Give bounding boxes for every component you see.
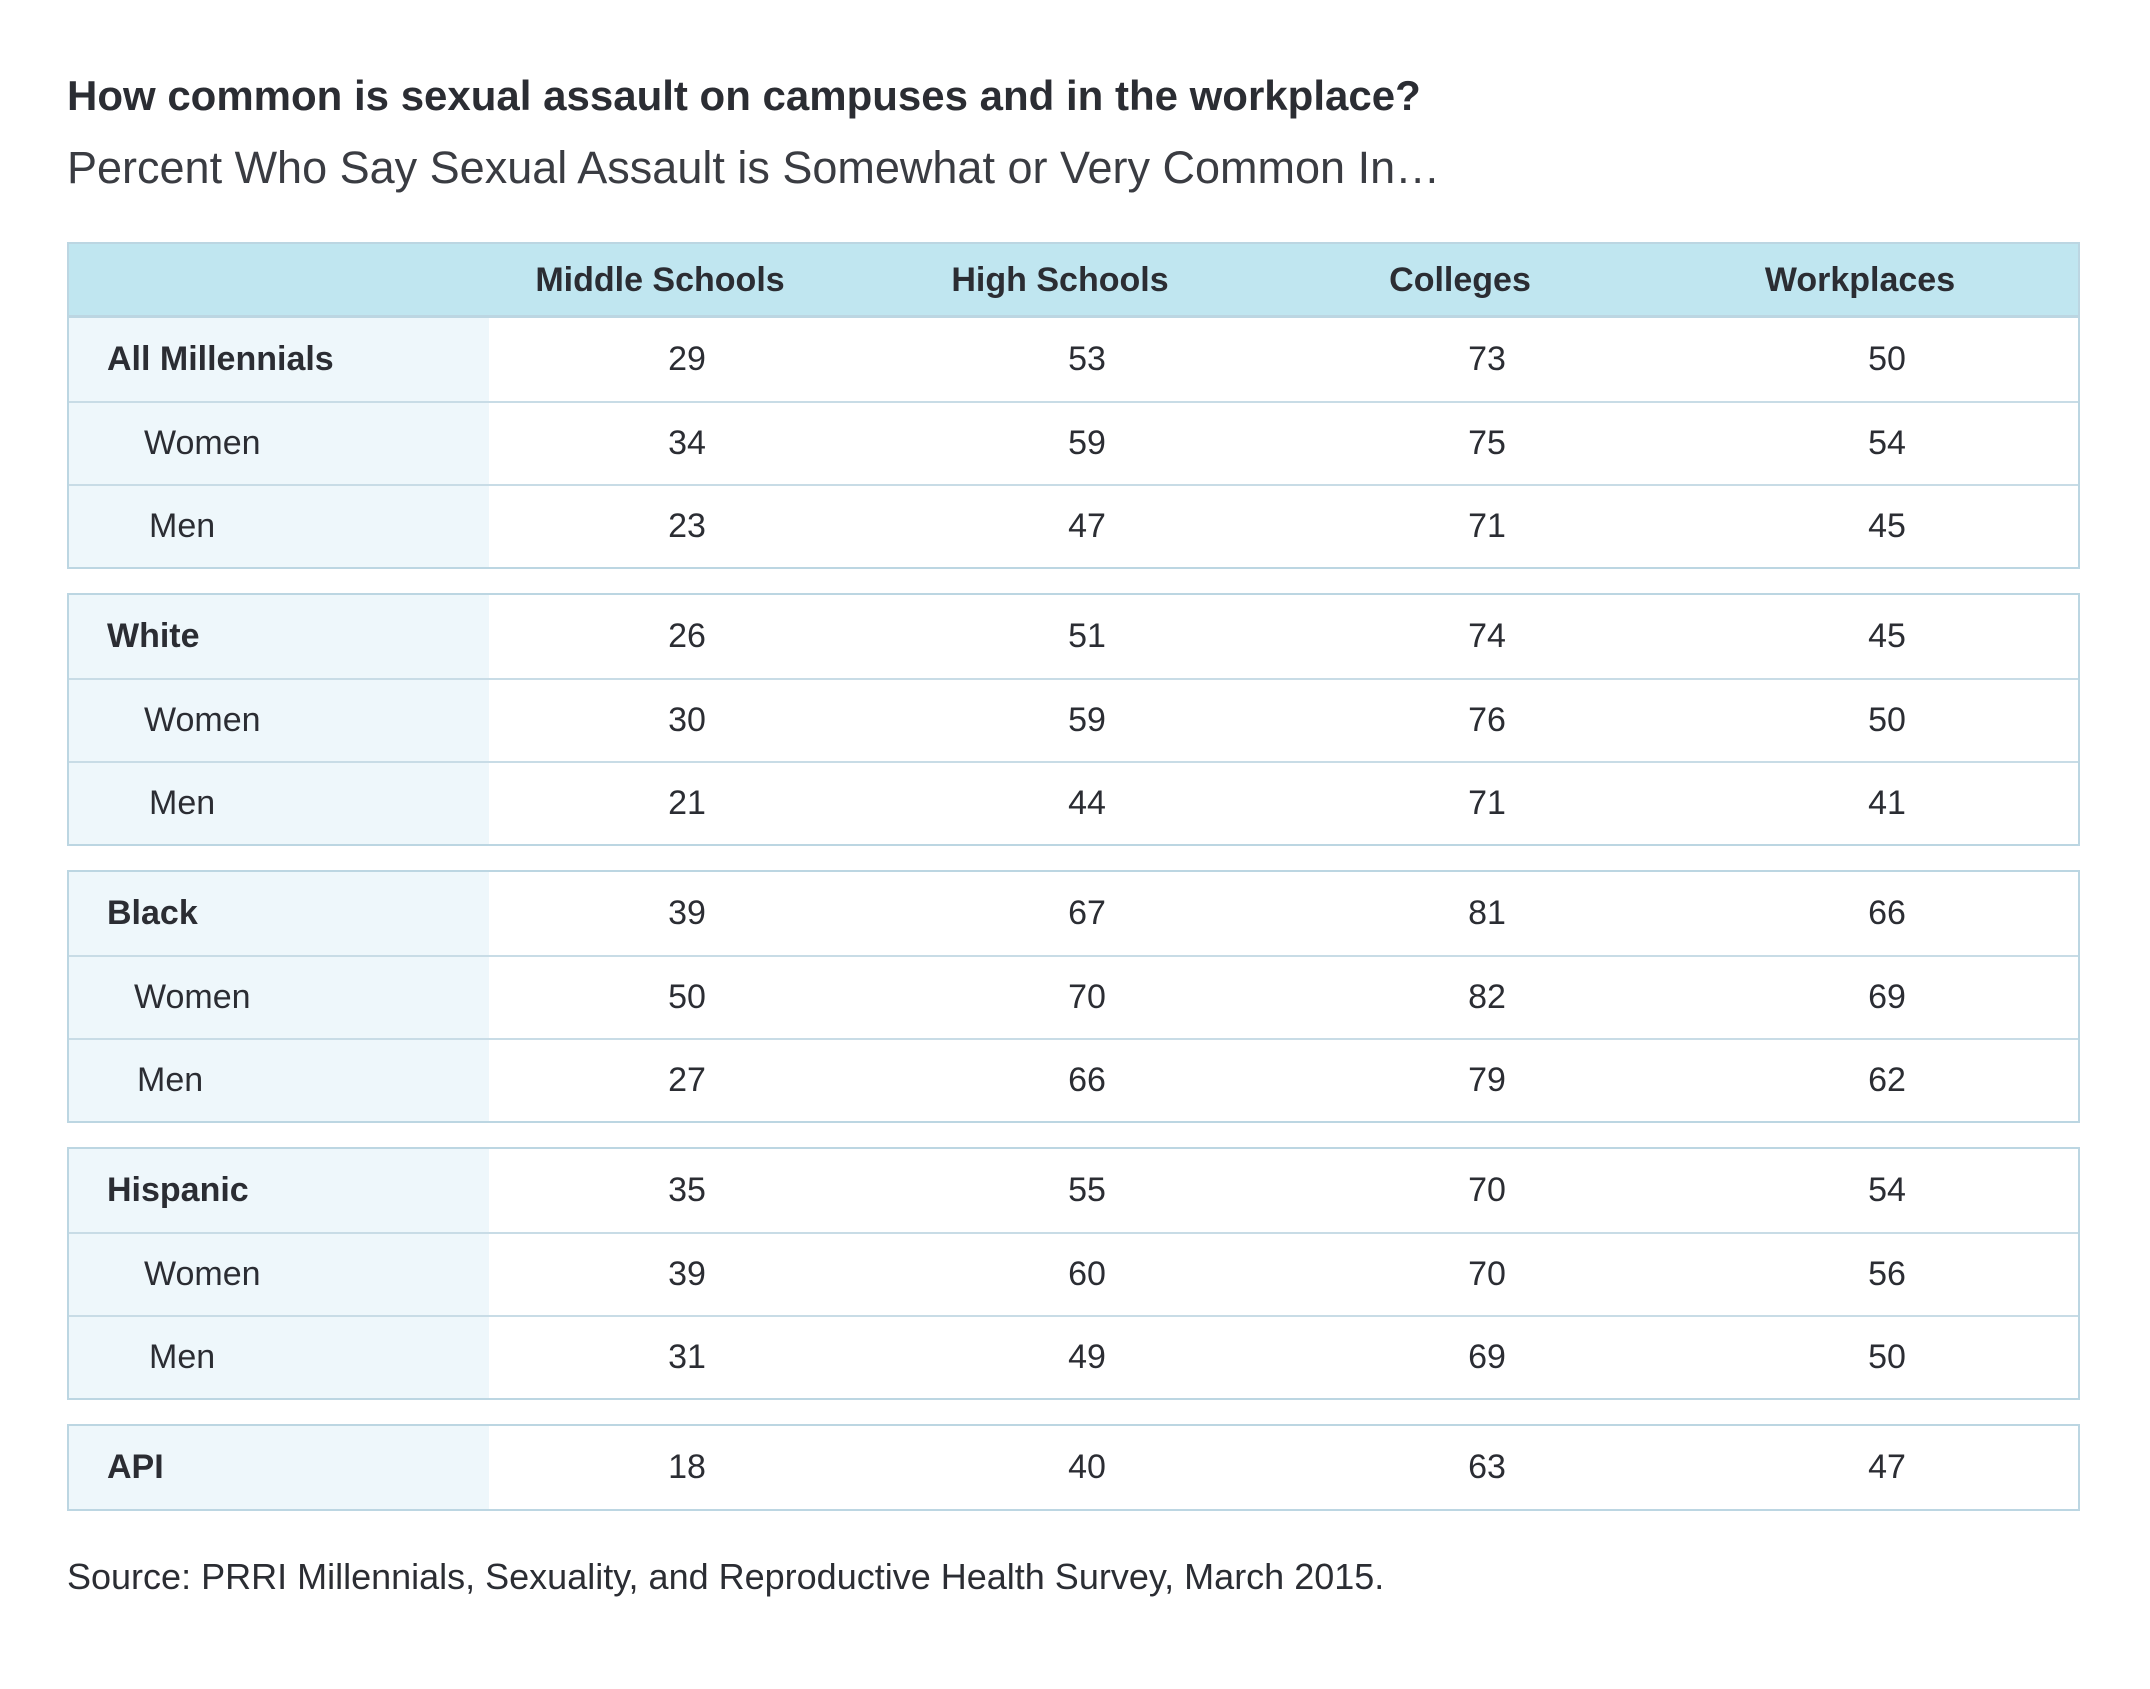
row-label: Women bbox=[69, 1234, 489, 1315]
table-cell: 29 bbox=[668, 340, 706, 378]
table-cell: 55 bbox=[1068, 1171, 1106, 1209]
table-cell: 76 bbox=[1468, 701, 1506, 739]
table-cell: 54 bbox=[1868, 424, 1906, 462]
table-cell: 59 bbox=[1068, 701, 1106, 739]
table-cell: 23 bbox=[668, 507, 706, 545]
table-row: Men 21 44 71 41 bbox=[69, 761, 2078, 844]
table-cell: 44 bbox=[1068, 784, 1106, 822]
table-cell: 66 bbox=[1868, 894, 1906, 932]
row-label: Black bbox=[69, 872, 489, 955]
table-cell: 50 bbox=[1868, 701, 1906, 739]
table-cell: 66 bbox=[1068, 1061, 1106, 1099]
table-row: Hispanic 35 55 70 54 bbox=[69, 1149, 2078, 1232]
table-header: Middle Schools High Schools Colleges Wor… bbox=[67, 242, 2080, 317]
row-label: Hispanic bbox=[69, 1149, 489, 1232]
table-cell: 40 bbox=[1068, 1448, 1106, 1486]
row-label: Men bbox=[69, 1040, 489, 1121]
table-cell: 45 bbox=[1868, 507, 1906, 545]
table-cell: 50 bbox=[1868, 340, 1906, 378]
table-cell: 71 bbox=[1468, 784, 1506, 822]
table-row: Black 39 67 81 66 bbox=[69, 872, 2078, 955]
table-group-hispanic: Hispanic 35 55 70 54 Women 39 60 70 56 M… bbox=[67, 1147, 2080, 1400]
column-header-workplaces: Workplaces bbox=[1764, 261, 1956, 299]
table-cell: 60 bbox=[1068, 1255, 1106, 1293]
row-label: Men bbox=[69, 763, 489, 844]
table-row: Men 23 47 71 45 bbox=[69, 484, 2078, 567]
table-cell: 31 bbox=[668, 1338, 706, 1376]
table-cell: 73 bbox=[1468, 340, 1506, 378]
table-cell: 75 bbox=[1468, 424, 1506, 462]
row-label: White bbox=[69, 595, 489, 678]
table-cell: 49 bbox=[1068, 1338, 1106, 1376]
table-row: Women 34 59 75 54 bbox=[69, 401, 2078, 484]
table-cell: 67 bbox=[1068, 894, 1106, 932]
table-cell: 59 bbox=[1068, 424, 1106, 462]
table-cell: 82 bbox=[1468, 978, 1506, 1016]
table-cell: 50 bbox=[668, 978, 706, 1016]
row-label: All Millennials bbox=[69, 318, 489, 401]
table-cell: 21 bbox=[668, 784, 706, 822]
table-cell: 70 bbox=[1068, 978, 1106, 1016]
table-cell: 47 bbox=[1068, 507, 1106, 545]
table-cell: 26 bbox=[668, 617, 706, 655]
table-row: All Millennials 29 53 73 50 bbox=[69, 318, 2078, 401]
table-cell: 81 bbox=[1468, 894, 1506, 932]
table-row: Men 27 66 79 62 bbox=[69, 1038, 2078, 1121]
row-label: Women bbox=[69, 403, 489, 484]
table-cell: 47 bbox=[1868, 1448, 1906, 1486]
table-row: Men 31 49 69 50 bbox=[69, 1315, 2078, 1398]
chart-title: How common is sexual assault on campuses… bbox=[67, 72, 1421, 119]
table-row: White 26 51 74 45 bbox=[69, 595, 2078, 678]
table-cell: 50 bbox=[1868, 1338, 1906, 1376]
table-cell: 39 bbox=[668, 894, 706, 932]
table-group-all-millennials: All Millennials 29 53 73 50 Women 34 59 … bbox=[67, 316, 2080, 569]
source-note: Source: PRRI Millennials, Sexuality, and… bbox=[67, 1556, 1385, 1597]
table-cell: 41 bbox=[1868, 784, 1906, 822]
column-header-high-schools: High Schools bbox=[951, 261, 1169, 299]
table-row: API 18 40 63 47 bbox=[69, 1426, 2078, 1509]
table-cell: 63 bbox=[1468, 1448, 1506, 1486]
table-row: Women 39 60 70 56 bbox=[69, 1232, 2078, 1315]
table-cell: 39 bbox=[668, 1255, 706, 1293]
table-cell: 79 bbox=[1468, 1061, 1506, 1099]
table-cell: 71 bbox=[1468, 507, 1506, 545]
table-cell: 35 bbox=[668, 1171, 706, 1209]
row-label: Women bbox=[69, 957, 489, 1038]
table-cell: 30 bbox=[668, 701, 706, 739]
table-group-white: White 26 51 74 45 Women 30 59 76 50 Men … bbox=[67, 593, 2080, 846]
table-row: Women 50 70 82 69 bbox=[69, 955, 2078, 1038]
table-cell: 27 bbox=[668, 1061, 706, 1099]
table-cell: 74 bbox=[1468, 617, 1506, 655]
table-cell: 51 bbox=[1068, 617, 1106, 655]
column-header-middle-schools: Middle Schools bbox=[535, 261, 785, 299]
table-cell: 18 bbox=[668, 1448, 706, 1486]
table-cell: 53 bbox=[1068, 340, 1106, 378]
table-cell: 34 bbox=[668, 424, 706, 462]
row-label: API bbox=[69, 1426, 489, 1509]
chart-subtitle: Percent Who Say Sexual Assault is Somewh… bbox=[67, 142, 1441, 193]
table-cell: 70 bbox=[1468, 1171, 1506, 1209]
table-cell: 69 bbox=[1468, 1338, 1506, 1376]
table-row: Women 30 59 76 50 bbox=[69, 678, 2078, 761]
row-label: Men bbox=[69, 1317, 489, 1398]
row-label: Men bbox=[69, 486, 489, 567]
table-group-black: Black 39 67 81 66 Women 50 70 82 69 Men … bbox=[67, 870, 2080, 1123]
table-group-api: API 18 40 63 47 bbox=[67, 1424, 2080, 1511]
table-cell: 56 bbox=[1868, 1255, 1906, 1293]
table-cell: 70 bbox=[1468, 1255, 1506, 1293]
table-cell: 69 bbox=[1868, 978, 1906, 1016]
row-label: Women bbox=[69, 680, 489, 761]
table-cell: 62 bbox=[1868, 1061, 1906, 1099]
column-header-colleges: Colleges bbox=[1389, 261, 1531, 299]
table-cell: 54 bbox=[1868, 1171, 1906, 1209]
table-cell: 45 bbox=[1868, 617, 1906, 655]
